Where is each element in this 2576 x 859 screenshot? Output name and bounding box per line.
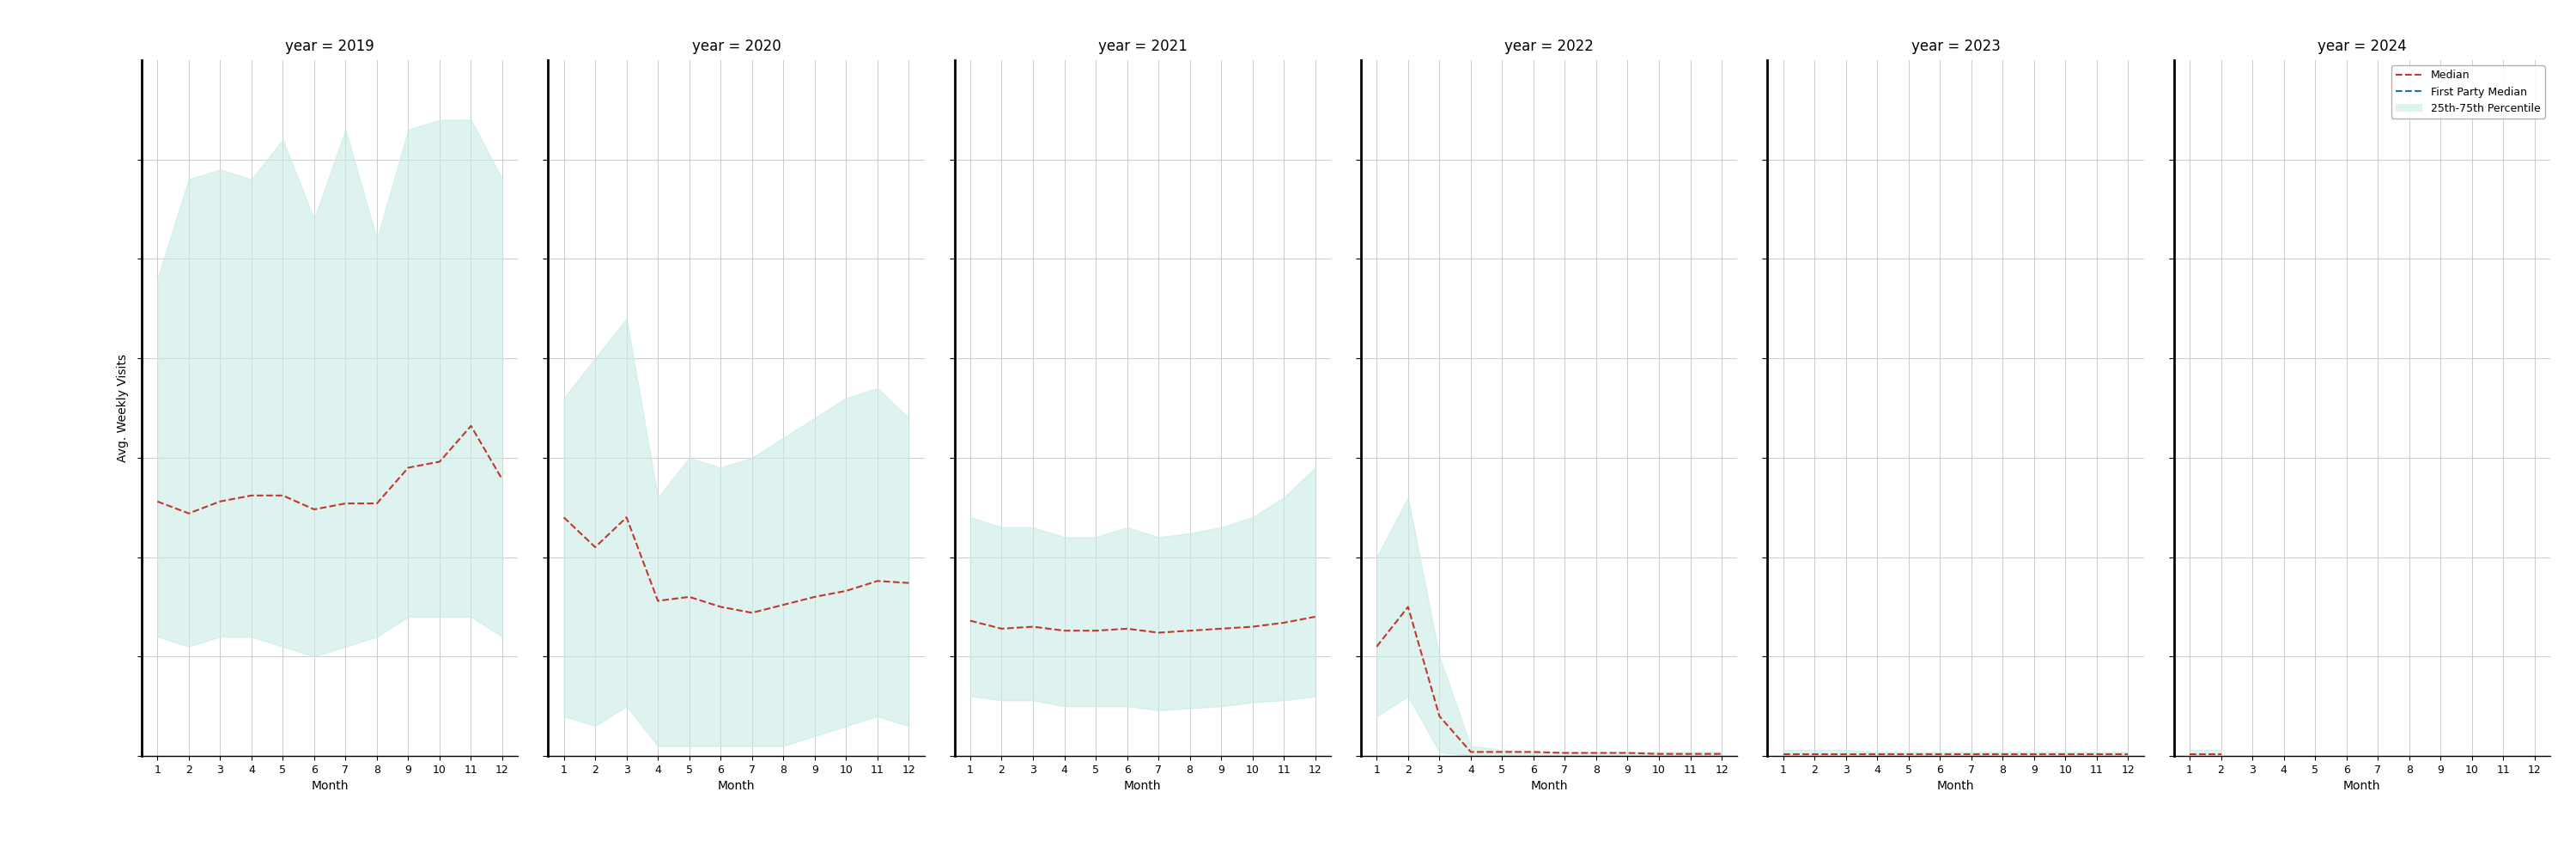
Title: year = 2022: year = 2022 [1504, 39, 1595, 54]
Title: year = 2019: year = 2019 [286, 39, 374, 54]
Title: year = 2020: year = 2020 [693, 39, 781, 54]
Title: year = 2024: year = 2024 [2318, 39, 2406, 54]
X-axis label: Month: Month [1123, 780, 1162, 792]
Y-axis label: Avg. Weekly Visits: Avg. Weekly Visits [116, 354, 129, 462]
X-axis label: Month: Month [2344, 780, 2380, 792]
X-axis label: Month: Month [312, 780, 348, 792]
X-axis label: Month: Month [719, 780, 755, 792]
X-axis label: Month: Month [1937, 780, 1973, 792]
X-axis label: Month: Month [1530, 780, 1569, 792]
Legend: Median, First Party Median, 25th-75th Percentile: Median, First Party Median, 25th-75th Pe… [2391, 65, 2545, 119]
Title: year = 2023: year = 2023 [1911, 39, 1999, 54]
Title: year = 2021: year = 2021 [1097, 39, 1188, 54]
